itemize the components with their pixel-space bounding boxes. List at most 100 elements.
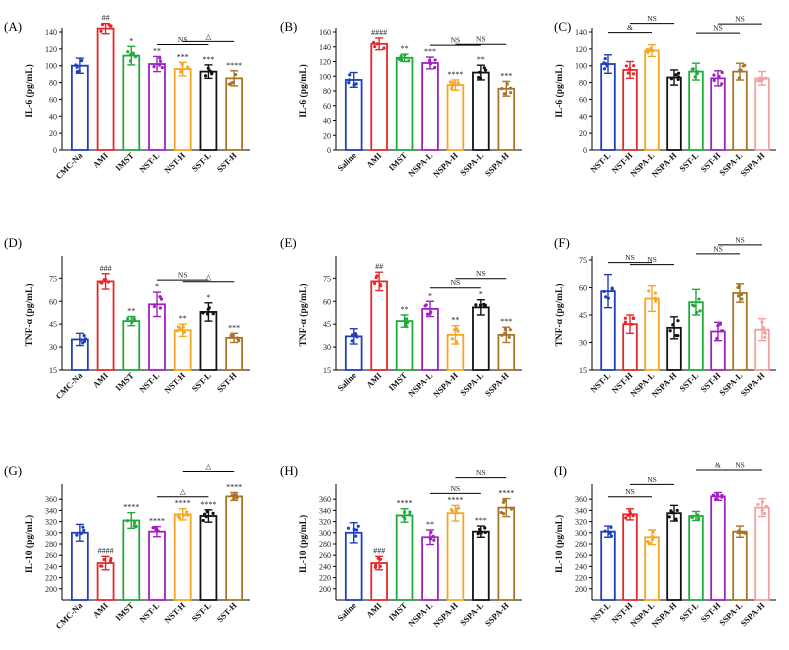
y-tick-label: 320 [45, 518, 57, 527]
data-point [756, 502, 760, 507]
data-point [428, 536, 432, 540]
data-point [402, 510, 407, 514]
data-point [761, 326, 766, 330]
data-point [234, 72, 238, 77]
data-point [477, 75, 481, 80]
category-label: NSPA-H [431, 150, 460, 179]
y-tick-label: 80 [49, 79, 57, 88]
data-point [399, 54, 403, 58]
data-point [676, 71, 681, 75]
data-point [623, 316, 627, 320]
data-point [102, 278, 106, 282]
data-point [399, 58, 404, 62]
category-label: Saline [335, 370, 358, 393]
panel-label: (C) [554, 19, 571, 34]
panel-label: (F) [554, 235, 570, 250]
significance-mark: *** [424, 47, 436, 56]
category-label: IMST [113, 150, 136, 173]
significance-mark: **** [200, 500, 216, 509]
significance-mark: ** [401, 305, 409, 314]
significance-mark: ** [401, 44, 409, 53]
data-point [503, 331, 507, 335]
y-tick-label: 200 [319, 585, 331, 594]
significance-mark: ** [477, 55, 485, 64]
data-point [354, 82, 358, 86]
significance-mark: **** [447, 70, 463, 79]
data-point [404, 321, 408, 325]
data-point [206, 66, 210, 70]
y-tick-label: 340 [575, 506, 587, 515]
data-point [82, 528, 86, 533]
data-point [205, 312, 210, 316]
data-point [375, 274, 379, 278]
y-tick-label: 240 [45, 562, 57, 571]
y-tick-label: 140 [319, 43, 331, 52]
data-point [507, 335, 511, 339]
category-label: IMST [387, 370, 410, 393]
category-label: SSPA-L [458, 370, 486, 398]
data-point [429, 530, 433, 535]
significance-mark: **** [123, 503, 139, 512]
category-label: NSPA-L [406, 370, 435, 399]
data-point [185, 513, 190, 517]
y-tick-label: 15 [49, 366, 57, 375]
y-tick-label: 80 [323, 87, 331, 96]
significance-mark: ## [102, 14, 110, 23]
data-point [671, 323, 675, 327]
category-label: SST-H [215, 150, 239, 174]
data-point [715, 337, 719, 341]
y-tick-label: 260 [575, 551, 587, 560]
data-point [131, 51, 135, 55]
bar [472, 306, 490, 371]
data-point [237, 339, 241, 343]
data-point [691, 67, 695, 71]
comparison-label: △ [180, 487, 187, 496]
category-label: Saline [335, 150, 358, 173]
data-point [508, 90, 513, 95]
y-tick-label: 220 [319, 574, 331, 583]
data-point [651, 49, 655, 53]
y-tick-label: 220 [45, 574, 57, 583]
y-tick-label: 160 [319, 28, 331, 37]
category-label: SST-L [190, 600, 213, 623]
significance-mark: * [129, 36, 133, 45]
data-point [448, 80, 453, 84]
data-point [602, 289, 606, 294]
category-label: SST-L [190, 150, 213, 173]
significance-mark: ** [153, 46, 161, 55]
y-tick-label: 120 [45, 45, 57, 54]
data-point [715, 492, 719, 497]
data-point [425, 312, 430, 316]
category-label: SSPA-H [738, 150, 766, 178]
data-point [478, 70, 482, 74]
data-point [449, 86, 454, 91]
data-point [719, 329, 724, 333]
y-tick-label: 340 [319, 506, 331, 515]
data-point [626, 513, 630, 517]
data-point [697, 516, 701, 521]
significance-mark: ### [100, 264, 112, 273]
comparison-label: NS [178, 35, 188, 44]
panel-label: (B) [280, 19, 297, 34]
data-point [711, 493, 716, 497]
y-tick-label: 40 [579, 112, 587, 121]
data-point [763, 335, 767, 339]
data-point [429, 310, 433, 314]
comparison-label: NS [178, 271, 188, 280]
y-tick-label: 30 [323, 343, 331, 352]
data-point [106, 280, 110, 284]
comparison-label: NS [451, 278, 461, 287]
y-tick-label: 60 [49, 95, 57, 104]
bar [732, 292, 748, 371]
panel-label: (D) [4, 235, 22, 250]
data-point [235, 496, 239, 500]
bar [148, 63, 166, 151]
data-point [98, 564, 103, 568]
data-point [408, 510, 412, 514]
data-point [647, 289, 651, 293]
data-point [631, 72, 636, 76]
data-point [207, 306, 211, 310]
